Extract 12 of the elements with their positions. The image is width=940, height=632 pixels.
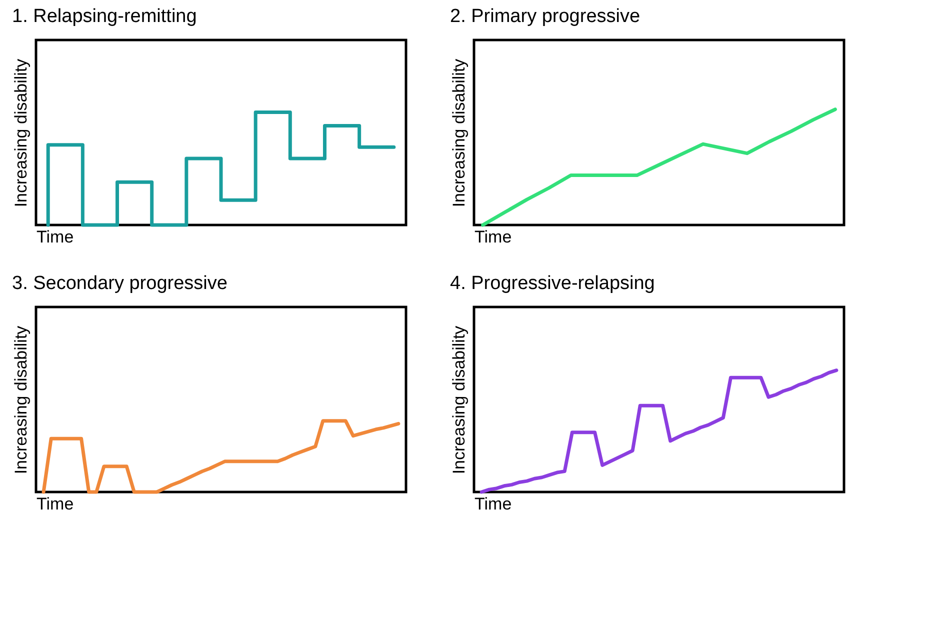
x-axis-title: Time: [36, 494, 74, 514]
chart-title: 3. Secondary progressive: [12, 273, 228, 294]
chart-title: 2. Primary progressive: [450, 6, 640, 27]
chart-title: 4. Progressive-relapsing: [450, 273, 655, 294]
chart-title: 1. Relapsing-remitting: [12, 6, 197, 27]
y-axis-title: Increasing disability: [12, 325, 30, 474]
x-axis-title: Time: [474, 494, 512, 514]
y-axis-title: Increasing disability: [450, 325, 468, 474]
y-axis-title: Increasing disability: [450, 58, 468, 208]
x-axis-title: Time: [36, 228, 74, 246]
y-axis-title: Increasing disability: [12, 58, 30, 208]
x-axis-title: Time: [474, 228, 512, 246]
